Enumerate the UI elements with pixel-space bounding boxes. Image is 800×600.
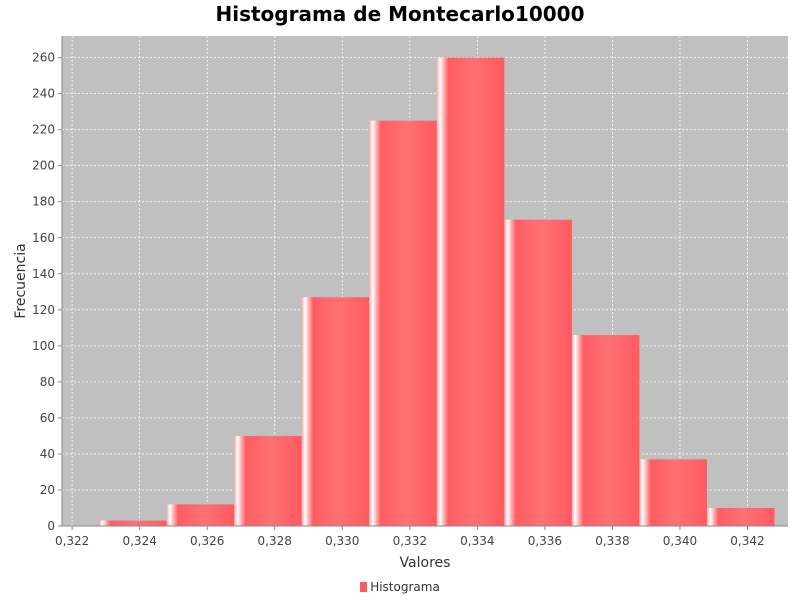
histogram-bar (234, 435, 302, 526)
y-tick-label: 100 (32, 339, 55, 353)
y-tick-label: 20 (40, 483, 55, 497)
x-tick-label: 0,336 (528, 534, 562, 548)
x-tick-label: 0,334 (460, 534, 494, 548)
legend: Histograma (0, 580, 800, 594)
y-tick-label: 160 (32, 231, 55, 245)
y-tick-label: 140 (32, 267, 55, 281)
y-tick-label: 0 (47, 519, 55, 533)
legend-label: Histograma (370, 580, 440, 594)
histogram-bar (99, 520, 167, 526)
x-tick-label: 0,326 (190, 534, 224, 548)
histogram-bar (369, 120, 437, 526)
x-tick-label: 0,332 (393, 534, 427, 548)
x-tick-label: 0,322 (55, 534, 89, 548)
histogram-bar (301, 297, 370, 526)
x-tick-label: 0,340 (663, 534, 697, 548)
x-tick-label: 0,328 (258, 534, 292, 548)
y-tick-label: 180 (32, 195, 55, 209)
x-tick-label: 0,330 (325, 534, 359, 548)
axes-layer: 0 20 40 60 80 100 120 140 160 180 200 220 240 260 0,32… (32, 36, 788, 548)
chart-title: Histograma de Montecarlo10000 (215, 2, 585, 26)
y-tick-label: 40 (40, 447, 55, 461)
histogram-bar (166, 504, 235, 526)
histogram-bar (571, 335, 640, 526)
x-tick-label: 0,338 (595, 534, 629, 548)
x-tick-label: 0,342 (730, 534, 764, 548)
y-tick-label: 240 (32, 87, 55, 101)
histogram-bar (504, 219, 572, 526)
bars-layer (99, 57, 775, 526)
y-tick-label: 120 (32, 303, 55, 317)
x-axis-label: Valores (400, 555, 451, 571)
histogram-bar (639, 459, 707, 526)
legend-swatch (360, 582, 368, 592)
histogram-bar (706, 507, 775, 526)
y-tick-label: 60 (40, 411, 55, 425)
histogram-bar (436, 57, 505, 526)
y-tick-label: 80 (40, 375, 55, 389)
y-axis-label: Frecuencia (13, 243, 29, 318)
x-tick-label: 0,324 (122, 534, 156, 548)
y-tick-label: 220 (32, 123, 55, 137)
y-tick-label: 200 (32, 159, 55, 173)
y-tick-label: 260 (32, 51, 55, 65)
